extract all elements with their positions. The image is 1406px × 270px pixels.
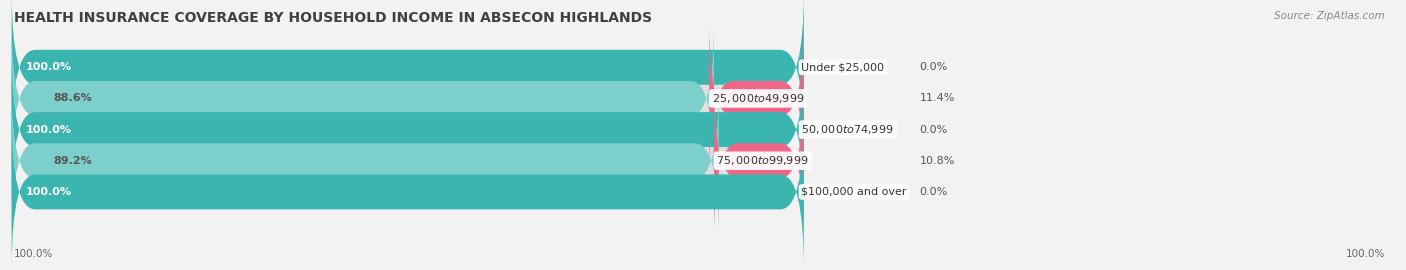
- Text: $25,000 to $49,999: $25,000 to $49,999: [711, 92, 804, 105]
- FancyBboxPatch shape: [11, 0, 804, 143]
- Text: 0.0%: 0.0%: [920, 187, 948, 197]
- Text: 100.0%: 100.0%: [25, 187, 72, 197]
- Text: 100.0%: 100.0%: [25, 62, 72, 72]
- FancyBboxPatch shape: [11, 116, 804, 268]
- Text: Source: ZipAtlas.com: Source: ZipAtlas.com: [1274, 11, 1385, 21]
- Text: 11.4%: 11.4%: [920, 93, 955, 103]
- Text: 89.2%: 89.2%: [53, 156, 93, 166]
- Text: $50,000 to $74,999: $50,000 to $74,999: [801, 123, 894, 136]
- Text: $100,000 and over: $100,000 and over: [801, 187, 907, 197]
- Text: $75,000 to $99,999: $75,000 to $99,999: [717, 154, 808, 167]
- Text: 10.8%: 10.8%: [920, 156, 955, 166]
- FancyBboxPatch shape: [11, 85, 718, 237]
- FancyBboxPatch shape: [11, 53, 804, 206]
- FancyBboxPatch shape: [11, 85, 804, 237]
- Legend: With Coverage, Without Coverage: With Coverage, Without Coverage: [465, 266, 720, 270]
- Text: Under $25,000: Under $25,000: [801, 62, 884, 72]
- Text: 0.0%: 0.0%: [920, 62, 948, 72]
- FancyBboxPatch shape: [11, 22, 804, 174]
- Text: 100.0%: 100.0%: [25, 124, 72, 135]
- FancyBboxPatch shape: [11, 22, 714, 174]
- FancyBboxPatch shape: [11, 116, 804, 268]
- Text: 0.0%: 0.0%: [920, 124, 948, 135]
- FancyBboxPatch shape: [11, 0, 804, 143]
- FancyBboxPatch shape: [709, 22, 804, 174]
- FancyBboxPatch shape: [714, 85, 804, 237]
- Text: 100.0%: 100.0%: [1346, 249, 1385, 259]
- FancyBboxPatch shape: [11, 53, 804, 206]
- Text: 100.0%: 100.0%: [14, 249, 53, 259]
- Text: HEALTH INSURANCE COVERAGE BY HOUSEHOLD INCOME IN ABSECON HIGHLANDS: HEALTH INSURANCE COVERAGE BY HOUSEHOLD I…: [14, 11, 652, 25]
- Text: 88.6%: 88.6%: [53, 93, 93, 103]
